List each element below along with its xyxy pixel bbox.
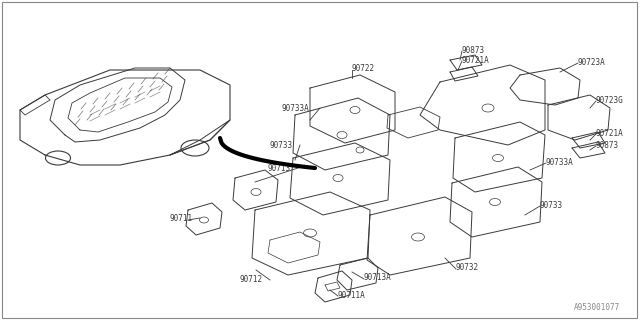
Text: 90713A: 90713A [364,274,392,283]
Text: 90712: 90712 [240,276,263,284]
Text: 90733A: 90733A [546,157,573,166]
Text: 90873: 90873 [596,140,619,149]
Text: 90723A: 90723A [578,58,605,67]
Text: 90733A: 90733A [282,103,310,113]
Text: 90732: 90732 [456,263,479,273]
Polygon shape [20,70,230,165]
Text: 90711A: 90711A [338,291,365,300]
Text: 90733: 90733 [270,140,293,149]
FancyBboxPatch shape [2,2,637,318]
Text: 90721A: 90721A [462,55,490,65]
Text: 90873: 90873 [462,45,485,54]
Text: A953001077: A953001077 [573,303,620,312]
Text: 90721A: 90721A [596,129,624,138]
Text: 90713: 90713 [268,164,291,172]
Text: 90723G: 90723G [596,95,624,105]
Text: 90711: 90711 [170,213,193,222]
Text: 90733: 90733 [540,201,563,210]
Text: 90722: 90722 [352,63,375,73]
